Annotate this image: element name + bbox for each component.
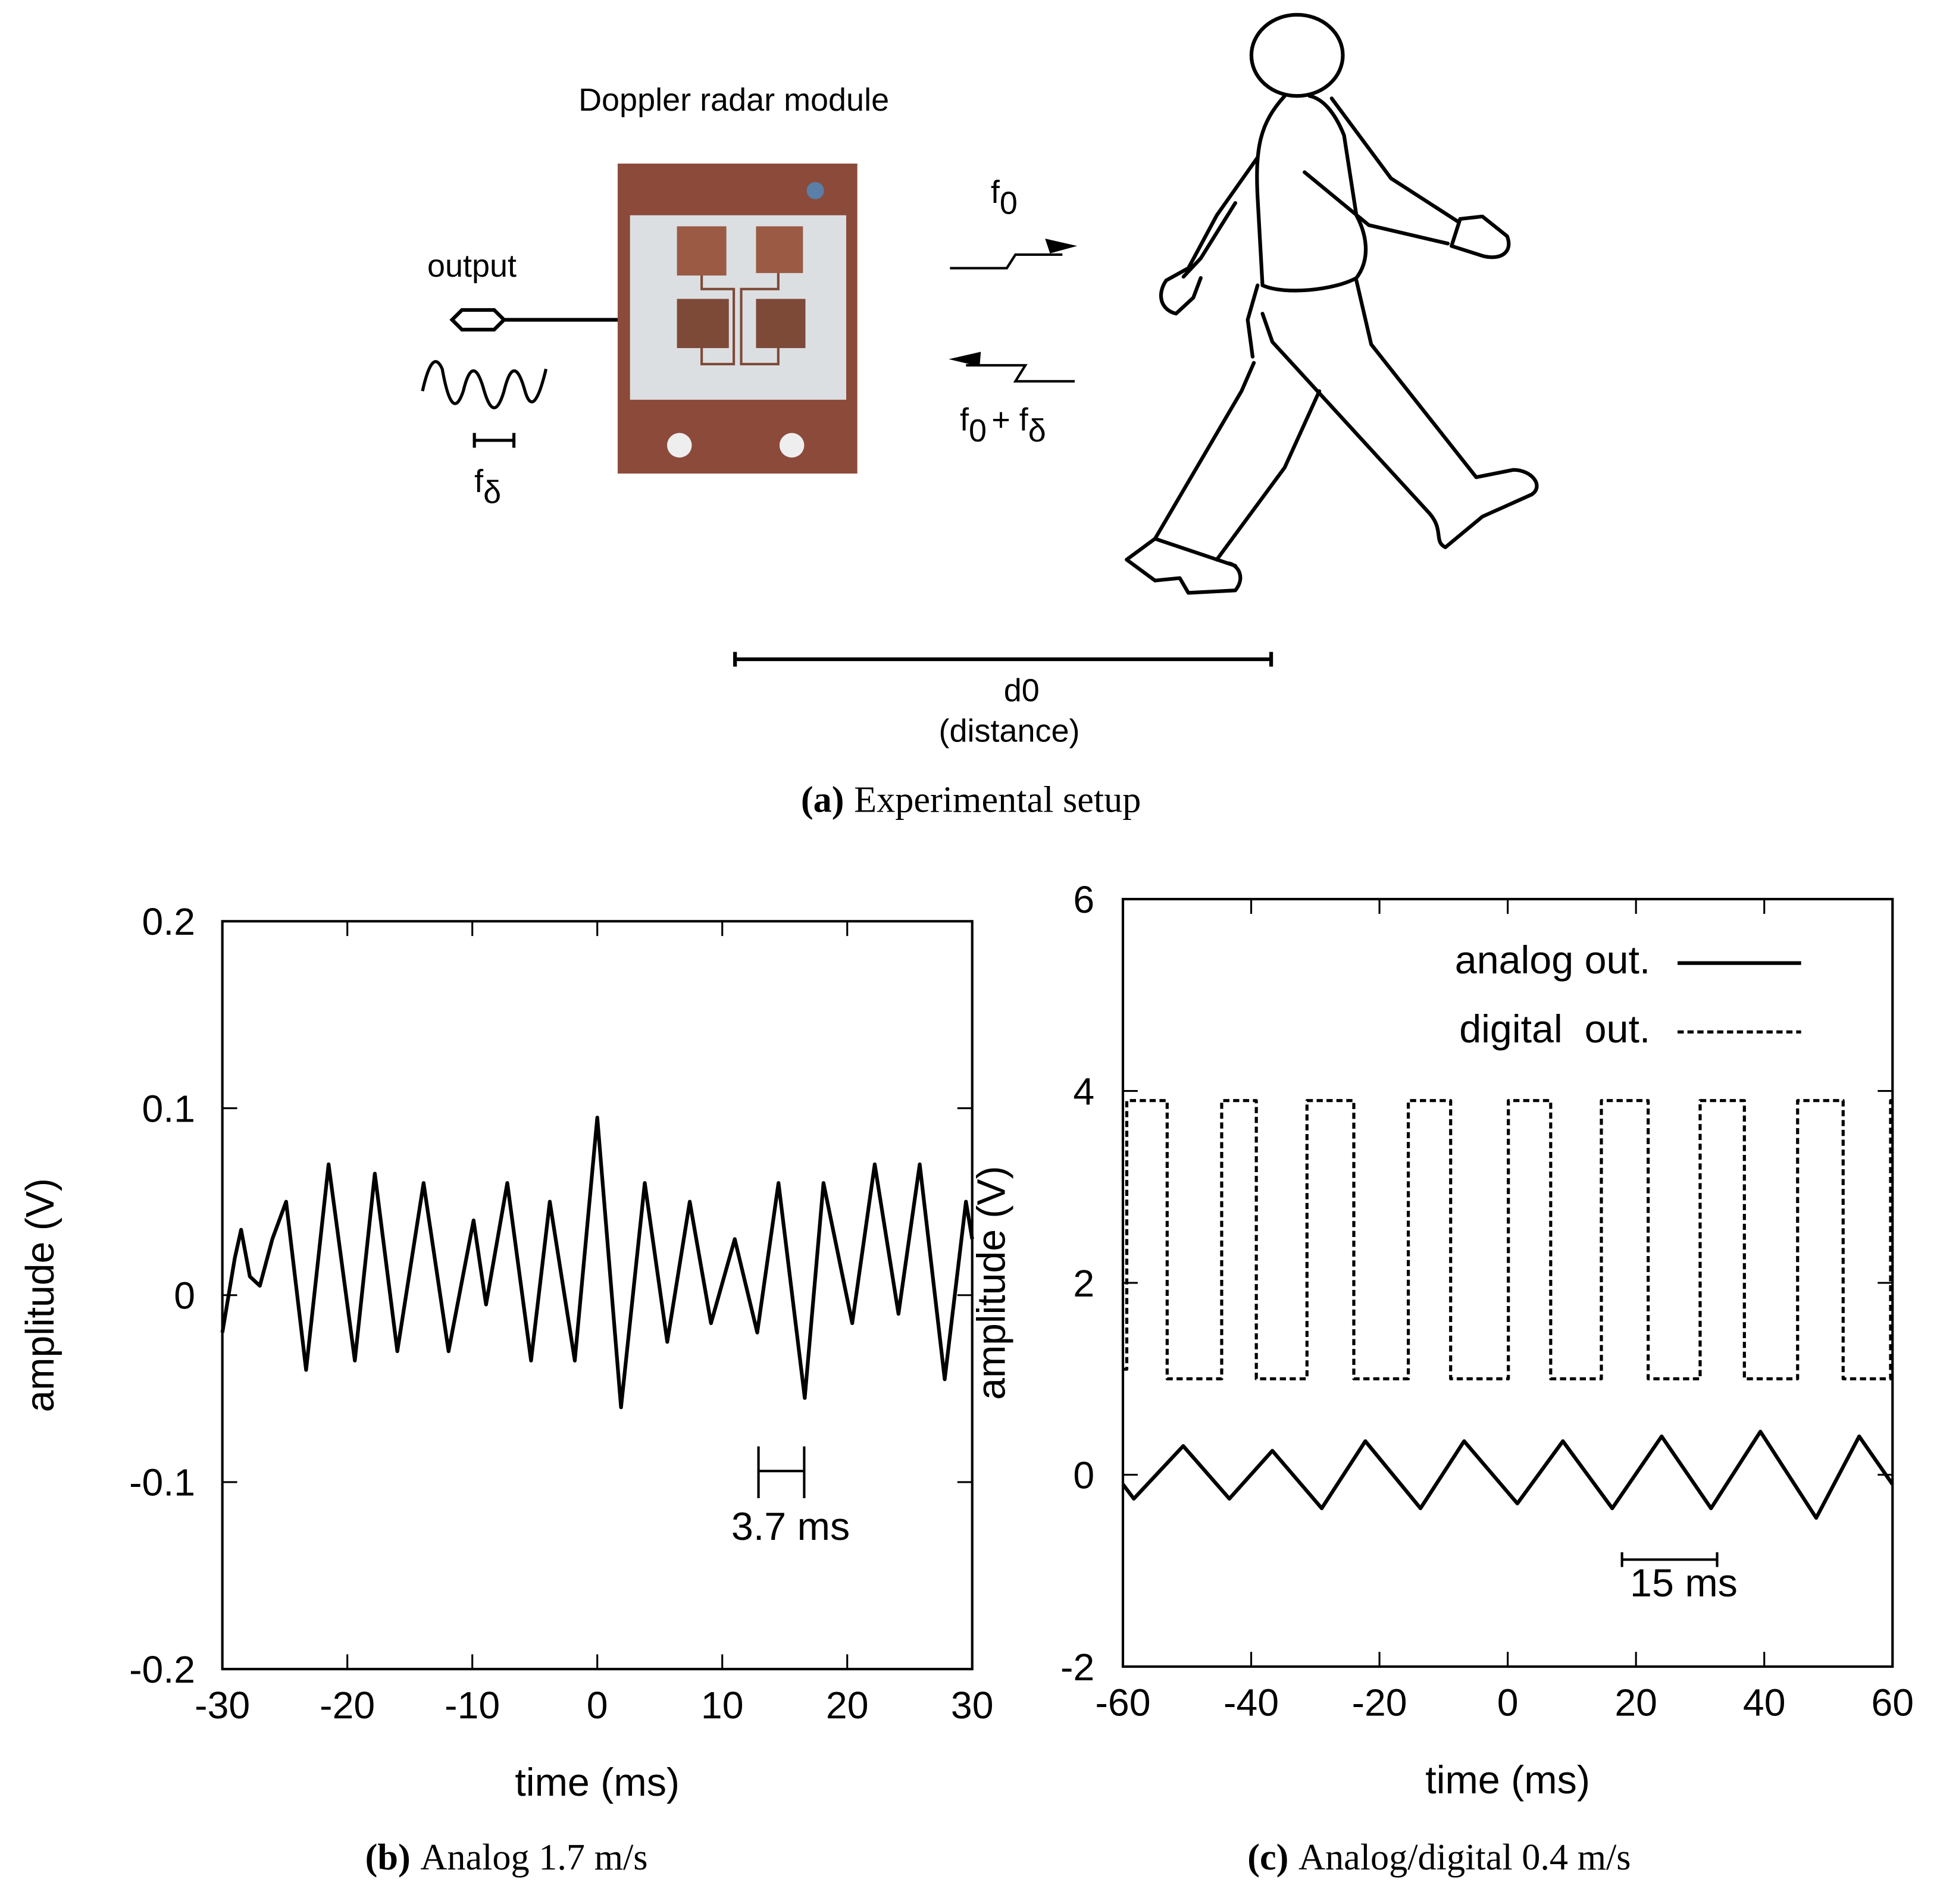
rx-arrowhead: [949, 352, 981, 367]
period-bracket: [1620, 1552, 1719, 1567]
x-tick-label: 60: [1871, 1681, 1914, 1724]
module-title: Doppler radar module: [578, 82, 889, 118]
subscript: 0: [1000, 186, 1018, 221]
rx-arrow: [966, 364, 1075, 383]
y-tick-label: 0: [1073, 1454, 1094, 1496]
x-tick-label: 20: [1614, 1681, 1657, 1724]
symbol: f: [960, 402, 969, 438]
x-tick-label: -20: [1352, 1681, 1407, 1724]
mount-hole: [666, 433, 692, 458]
f-tx-label: f0: [991, 174, 1018, 221]
patch: [756, 226, 803, 273]
y-tick-label: 0: [174, 1274, 195, 1317]
subscript: 0: [969, 413, 987, 449]
caption: (b) Analog 1.7 m/s: [365, 1837, 648, 1878]
y-tick-label: 0.2: [142, 900, 195, 943]
symbol: f: [474, 464, 484, 499]
x-tick-label: 0: [1497, 1681, 1519, 1724]
legend-label: digital out.: [1459, 1007, 1650, 1051]
data-line: [1121, 1429, 1894, 1520]
y-tick-label: 0.1: [142, 1087, 195, 1130]
f-rx-label: f0 + fδ: [960, 402, 1046, 449]
x-tick-label: 30: [951, 1684, 994, 1727]
x-axis-label: time (ms): [515, 1761, 680, 1805]
period-bracket: [757, 1446, 806, 1498]
patch: [677, 299, 729, 349]
x-tick-label: -60: [1095, 1681, 1150, 1724]
patch: [756, 299, 806, 349]
walking-person: [1125, 12, 1539, 595]
y-tick-label: -0.1: [129, 1461, 195, 1504]
caption: (a) Experimental setup: [801, 779, 1141, 820]
x-tick-label: -10: [445, 1684, 500, 1727]
distance-bar: [733, 652, 1273, 667]
x-tick-label: -30: [195, 1684, 250, 1727]
x-tick-label: 20: [826, 1684, 869, 1727]
caption-text: Analog/digital 0.4 m/s: [1298, 1837, 1631, 1878]
y-axis-label: amplitude (V): [970, 1166, 1014, 1399]
annotation: 15 ms: [1630, 1561, 1738, 1605]
y-tick-label: 6: [1073, 878, 1094, 921]
symbol: + f: [991, 402, 1029, 438]
beat-wave: [421, 360, 548, 409]
setup-diagram: Doppler radar module output fδ f0 f0 + fδ: [421, 12, 1539, 820]
tx-arrowhead: [1045, 239, 1078, 253]
y-tick-label: 4: [1073, 1070, 1094, 1113]
f-delta-label: fδ: [474, 464, 501, 510]
distance-note: (distance): [939, 713, 1080, 749]
mount-hole: [779, 433, 805, 458]
y-tick-label: -0.2: [129, 1648, 195, 1691]
caption-tag: (a): [801, 779, 844, 820]
distance-label: d0: [1004, 672, 1040, 708]
subscript: δ: [483, 475, 501, 511]
x-tick-label: -40: [1223, 1681, 1279, 1724]
output-connector: [449, 308, 507, 332]
y-tick-label: 2: [1073, 1262, 1094, 1305]
output-label: output: [427, 248, 517, 284]
data-line: [220, 1116, 974, 1410]
x-tick-label: 40: [1743, 1681, 1786, 1724]
annotation: 3.7 ms: [731, 1505, 850, 1549]
plot-frame: [221, 920, 974, 1671]
x-tick-label: 0: [587, 1684, 608, 1727]
data-line: [1122, 1099, 1893, 1380]
y-axis-label: amplitude (V): [18, 1178, 62, 1412]
caption-tag: (c): [1247, 1837, 1288, 1878]
feed-lines: [700, 273, 780, 365]
x-tick-label: 10: [701, 1684, 744, 1727]
radar-substrate: [630, 215, 846, 400]
period-bracket: [472, 433, 516, 448]
x-tick-label: -20: [320, 1684, 375, 1727]
caption: (c) Analog/digital 0.4 m/s: [1247, 1837, 1631, 1878]
tx-arrow: [950, 253, 1063, 270]
subscript: δ: [1028, 413, 1046, 449]
caption-text: Analog 1.7 m/s: [420, 1837, 647, 1878]
symbol: f: [991, 174, 1000, 210]
x-axis-label: time (ms): [1425, 1758, 1590, 1802]
component: [806, 181, 824, 199]
legend-label: analog out.: [1455, 938, 1651, 982]
y-tick-label: -2: [1060, 1646, 1094, 1689]
caption-text: Experimental setup: [854, 779, 1141, 820]
plot-frame: [1121, 898, 1894, 1668]
patch: [677, 226, 727, 276]
caption-tag: (b): [365, 1837, 411, 1878]
